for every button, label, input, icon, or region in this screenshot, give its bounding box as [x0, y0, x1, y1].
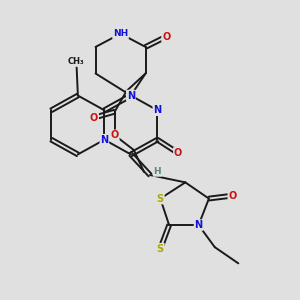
Text: O: O — [174, 148, 182, 158]
Text: O: O — [110, 130, 119, 140]
Text: O: O — [90, 112, 98, 123]
Text: O: O — [228, 190, 237, 201]
Text: CH₃: CH₃ — [68, 57, 85, 66]
Text: S: S — [157, 194, 164, 204]
Text: H: H — [154, 167, 161, 176]
Text: S: S — [157, 244, 164, 254]
Text: NH: NH — [113, 29, 128, 38]
Text: N: N — [153, 105, 161, 115]
Text: N: N — [194, 220, 202, 230]
Text: O: O — [162, 32, 170, 42]
Text: N: N — [127, 91, 135, 100]
Text: N: N — [100, 135, 108, 145]
